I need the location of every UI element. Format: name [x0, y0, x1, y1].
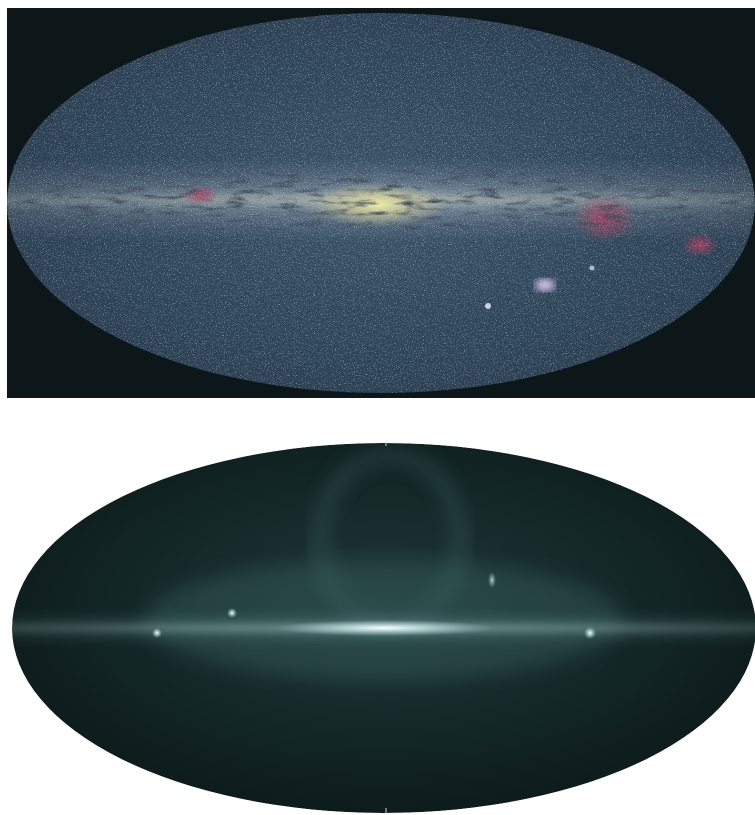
- galactic-center: [275, 620, 495, 636]
- infrared-sky-map: [12, 443, 755, 813]
- optical-sky-map: [7, 13, 755, 393]
- large-magellanic-cloud: [535, 279, 555, 291]
- small-magellanic-cloud: [485, 303, 491, 309]
- bright-source: [488, 572, 496, 588]
- bright-source: [584, 627, 596, 639]
- bright-source: [227, 608, 237, 618]
- star: [589, 265, 595, 271]
- star-field: [7, 13, 755, 393]
- bright-source: [152, 628, 162, 638]
